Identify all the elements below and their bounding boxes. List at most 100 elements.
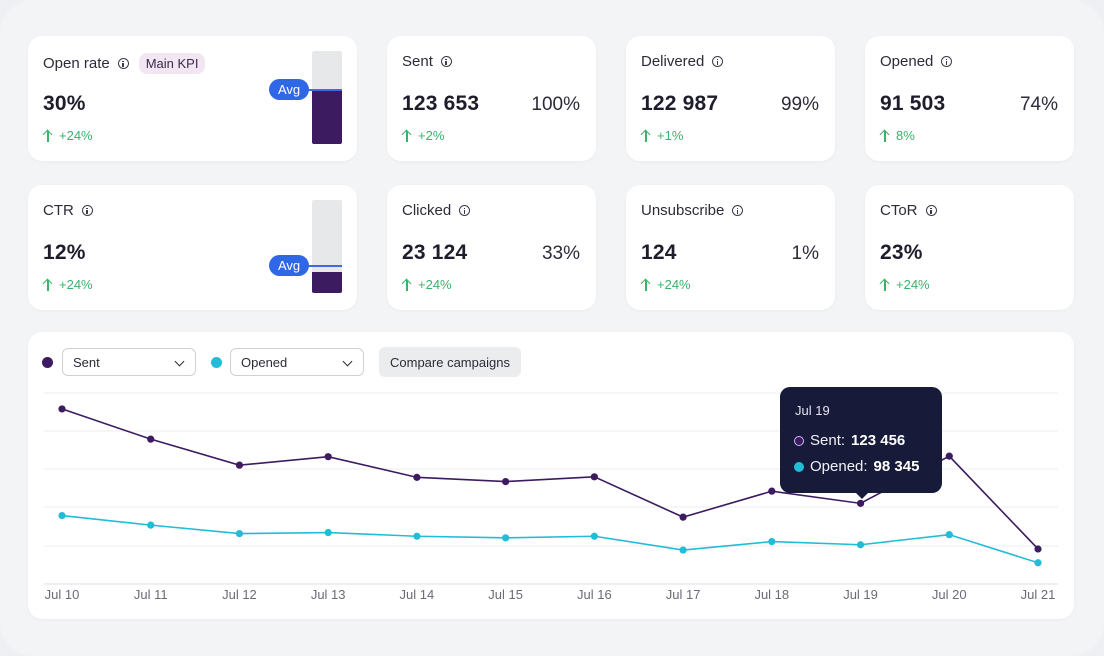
arrow-up-icon — [43, 278, 53, 291]
clicked-card: Clicked 23 124 33% +24% — [387, 185, 596, 310]
opened-value: 91 503 — [880, 92, 946, 115]
sent-point[interactable] — [856, 499, 865, 507]
ctr-avg-line — [298, 265, 342, 268]
sent-point[interactable] — [58, 405, 66, 413]
info-icon[interactable] — [117, 58, 129, 69]
ctr-label: CTR — [43, 202, 74, 219]
unsubscribe-label-group: Unsubscribe — [641, 202, 744, 219]
sent-point[interactable] — [235, 461, 244, 469]
info-icon[interactable] — [941, 56, 953, 67]
clicked-trend-value: +24% — [418, 277, 452, 292]
ctor-label-group: CToR — [880, 202, 937, 219]
tooltip-sent-dot — [794, 435, 804, 446]
unsubscribe-percent: 1% — [791, 243, 819, 264]
info-icon[interactable] — [712, 56, 724, 67]
clicked-label-group: Clicked — [402, 202, 471, 219]
arrow-up-icon — [880, 129, 890, 142]
unsubscribe-trend-value: +24% — [657, 277, 691, 292]
ctr-label-group: CTR — [43, 202, 93, 219]
info-icon[interactable] — [440, 56, 452, 67]
ctr-card: CTR 12% +24% Avg — [28, 185, 357, 310]
series2-select-value: Opened — [241, 354, 288, 370]
sent-point[interactable] — [324, 453, 332, 461]
sent-point[interactable] — [413, 473, 421, 481]
opened-point[interactable] — [502, 534, 510, 542]
delivered-trend: +1% — [641, 128, 683, 143]
opened-point[interactable] — [235, 529, 244, 538]
series1-select[interactable]: Sent — [62, 348, 196, 376]
sent-point[interactable] — [147, 435, 155, 443]
x-tick-label: Jul 16 — [577, 587, 612, 602]
open-rate-trend-value: +24% — [59, 128, 93, 143]
open-rate-level-fill — [312, 90, 342, 144]
info-icon[interactable] — [925, 205, 937, 216]
unsubscribe-label: Unsubscribe — [641, 202, 725, 219]
ctor-label: CToR — [880, 202, 918, 219]
x-tick-label: Jul 13 — [311, 587, 346, 602]
opened-point[interactable] — [1034, 559, 1042, 567]
info-icon[interactable] — [459, 205, 471, 216]
opened-percent: 74% — [1019, 94, 1058, 115]
sent-point[interactable] — [590, 473, 598, 481]
delivered-label: Delivered — [641, 53, 705, 70]
sent-trend-value: +2% — [418, 128, 445, 143]
delivered-trend-value: +1% — [657, 128, 684, 143]
unsubscribe-card: Unsubscribe 124 1% +24% — [626, 185, 835, 310]
open-rate-label: Open rate — [43, 55, 110, 72]
ctor-card: CToR 23% +24% — [865, 185, 1074, 310]
opened-trend-value: 8% — [896, 128, 915, 143]
tooltip-sent-row: Sent: 123 456 — [794, 432, 905, 449]
opened-point[interactable] — [945, 531, 953, 539]
chart-card: Sent Opened Compare campaigns Jul 10 Jul … — [28, 332, 1074, 619]
delivered-percent: 99% — [780, 94, 819, 115]
sent-point[interactable] — [679, 513, 687, 521]
open-rate-trend: +24% — [43, 128, 93, 143]
opened-point[interactable] — [679, 546, 687, 554]
opened-point[interactable] — [768, 537, 776, 546]
compare-campaigns-button[interactable]: Compare campaigns — [379, 347, 521, 377]
opened-point[interactable] — [856, 541, 865, 549]
sent-point[interactable] — [1034, 545, 1042, 553]
ctr-level-fill — [312, 271, 342, 293]
x-tick-label: Jul 12 — [222, 587, 257, 602]
unsubscribe-trend: +24% — [641, 277, 691, 292]
x-tick-label: Jul 18 — [754, 587, 789, 602]
open-rate-card: Open rate Main KPI 30% +24% Avg — [28, 36, 357, 161]
sent-point[interactable] — [502, 478, 510, 486]
sent-label-group: Sent — [402, 53, 452, 70]
opened-point[interactable] — [590, 532, 598, 540]
ctor-value: 23% — [880, 241, 923, 264]
arrow-up-icon — [880, 278, 890, 291]
open-rate-avg-pill: Avg — [269, 79, 310, 101]
open-rate-avg-line — [298, 89, 342, 92]
clicked-trend: +24% — [402, 277, 452, 292]
open-rate-value: 30% — [43, 92, 86, 115]
series1-select-value: Sent — [73, 354, 100, 370]
series2-select[interactable]: Opened — [230, 348, 364, 376]
ctor-trend: +24% — [880, 277, 930, 292]
ctr-value: 12% — [43, 241, 86, 264]
delivered-value: 122 987 — [641, 92, 719, 115]
info-icon[interactable] — [81, 205, 93, 216]
x-tick-label: Jul 17 — [666, 587, 701, 602]
ctr-trend: +24% — [43, 277, 93, 292]
opened-point[interactable] — [413, 532, 421, 540]
delivered-card: Delivered 122 987 99% +1% — [626, 36, 835, 161]
sent-point[interactable] — [768, 487, 776, 495]
opened-point[interactable] — [324, 528, 332, 537]
x-tick-label: Jul 20 — [932, 587, 967, 602]
sent-point[interactable] — [945, 452, 953, 460]
opened-card: Opened 91 503 74% 8% — [865, 36, 1074, 161]
sent-value: 123 653 — [402, 92, 480, 115]
arrow-up-icon — [402, 129, 412, 142]
tooltip-sent-value: 123 456 — [851, 432, 906, 449]
info-icon[interactable] — [732, 205, 744, 216]
arrow-up-icon — [402, 278, 412, 291]
opened-point[interactable] — [147, 521, 155, 529]
x-tick-label: Jul 10 — [45, 587, 80, 602]
opened-point[interactable] — [58, 511, 66, 520]
x-tick-label: Jul 15 — [488, 587, 523, 602]
sent-series-line — [61, 408, 1039, 550]
x-tick-label: Jul 11 — [134, 587, 168, 602]
ctr-level-bar — [312, 200, 342, 293]
